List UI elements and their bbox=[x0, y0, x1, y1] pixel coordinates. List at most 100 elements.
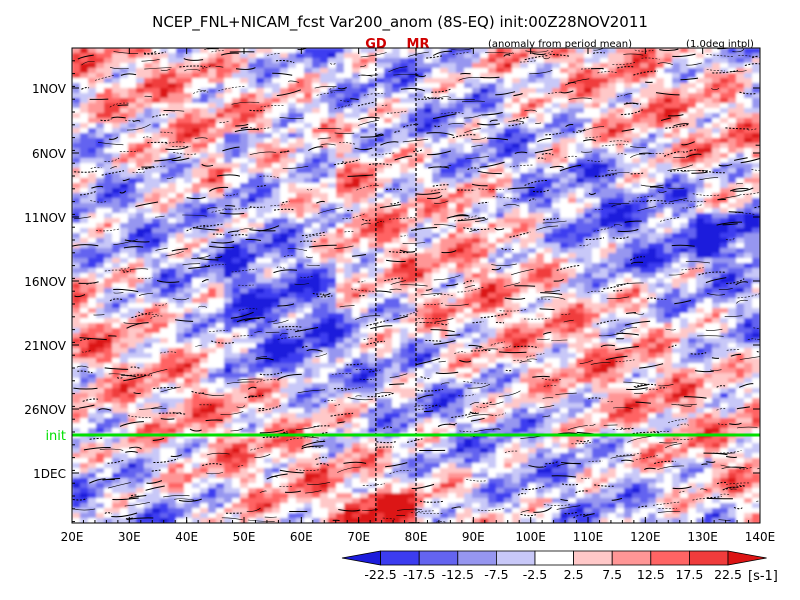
field-cell bbox=[312, 73, 321, 79]
field-cell bbox=[416, 323, 425, 329]
field-cell bbox=[72, 283, 81, 289]
field-cell bbox=[592, 138, 601, 144]
field-cell bbox=[208, 313, 217, 319]
field-cell bbox=[224, 323, 233, 329]
field-cell bbox=[456, 238, 465, 244]
field-cell bbox=[240, 83, 249, 89]
field-cell bbox=[136, 208, 145, 214]
field-cell bbox=[744, 333, 753, 339]
field-cell bbox=[592, 303, 601, 309]
field-cell bbox=[504, 148, 513, 154]
field-cell bbox=[128, 208, 137, 214]
field-cell bbox=[600, 183, 609, 189]
field-cell bbox=[152, 233, 161, 239]
field-cell bbox=[360, 233, 369, 239]
field-cell bbox=[256, 303, 265, 309]
field-cell bbox=[600, 273, 609, 279]
field-cell bbox=[312, 313, 321, 319]
field-cell bbox=[352, 228, 361, 234]
field-cell bbox=[608, 263, 617, 269]
field-cell bbox=[384, 123, 393, 129]
field-cell bbox=[176, 133, 185, 139]
field-cell bbox=[576, 168, 585, 174]
field-cell bbox=[552, 298, 561, 304]
field-cell bbox=[232, 88, 241, 94]
field-cell bbox=[128, 153, 137, 159]
field-cell bbox=[720, 333, 729, 339]
field-cell bbox=[112, 98, 121, 104]
field-cell bbox=[480, 128, 489, 134]
field-cell bbox=[640, 58, 649, 64]
field-cell bbox=[656, 168, 665, 174]
field-cell bbox=[680, 68, 689, 74]
field-cell bbox=[336, 63, 345, 69]
field-cell bbox=[144, 243, 153, 249]
field-cell bbox=[144, 228, 153, 234]
field-cell bbox=[144, 108, 153, 114]
field-cell bbox=[728, 113, 737, 119]
field-cell bbox=[312, 333, 321, 339]
field-cell bbox=[440, 118, 449, 124]
field-cell bbox=[624, 273, 633, 279]
field-cell bbox=[424, 178, 433, 184]
field-cell bbox=[352, 298, 361, 304]
field-cell bbox=[408, 313, 417, 319]
field-cell bbox=[496, 223, 505, 229]
field-cell bbox=[112, 303, 121, 309]
field-cell bbox=[296, 298, 305, 304]
field-cell bbox=[112, 293, 121, 299]
field-cell bbox=[576, 98, 585, 104]
field-cell bbox=[304, 53, 313, 59]
field-cell bbox=[680, 258, 689, 264]
field-cell bbox=[640, 118, 649, 124]
field-cell bbox=[672, 233, 681, 239]
field-cell bbox=[520, 213, 529, 219]
field-cell bbox=[720, 268, 729, 274]
field-cell bbox=[600, 268, 609, 274]
field-cell bbox=[144, 63, 153, 69]
field-cell bbox=[192, 233, 201, 239]
field-cell bbox=[136, 293, 145, 299]
field-cell bbox=[80, 158, 89, 164]
field-cell bbox=[496, 168, 505, 174]
field-cell bbox=[616, 263, 625, 269]
field-cell bbox=[496, 253, 505, 259]
field-cell bbox=[120, 218, 129, 224]
field-cell bbox=[728, 313, 737, 319]
field-cell bbox=[736, 253, 745, 259]
field-cell bbox=[720, 298, 729, 304]
field-cell bbox=[752, 228, 761, 234]
field-cell bbox=[200, 323, 209, 329]
field-cell bbox=[752, 188, 761, 194]
field-cell bbox=[232, 63, 241, 69]
field-cell bbox=[320, 198, 329, 204]
field-cell bbox=[520, 158, 529, 164]
field-cell bbox=[480, 108, 489, 114]
field-cell bbox=[144, 223, 153, 229]
field-cell bbox=[240, 173, 249, 179]
field-cell bbox=[632, 288, 641, 294]
field-cell bbox=[376, 83, 385, 89]
field-cell bbox=[160, 198, 169, 204]
field-cell bbox=[576, 83, 585, 89]
chart-title: NCEP_FNL+NICAM_fcst Var200_anom (8S-EQ) … bbox=[152, 13, 648, 32]
field-cell bbox=[248, 53, 257, 59]
field-cell bbox=[344, 263, 353, 269]
field-cell bbox=[584, 333, 593, 339]
field-cell bbox=[664, 293, 673, 299]
field-cell bbox=[256, 278, 265, 284]
field-cell bbox=[584, 228, 593, 234]
field-cell bbox=[712, 178, 721, 184]
field-cell bbox=[168, 48, 177, 54]
field-cell bbox=[608, 93, 617, 99]
field-cell bbox=[240, 208, 249, 214]
field-cell bbox=[408, 298, 417, 304]
field-cell bbox=[416, 273, 425, 279]
field-cell bbox=[736, 133, 745, 139]
field-cell bbox=[504, 98, 513, 104]
field-cell bbox=[144, 153, 153, 159]
field-cell bbox=[584, 298, 593, 304]
field-cell bbox=[192, 293, 201, 299]
field-cell bbox=[472, 83, 481, 89]
field-cell bbox=[568, 118, 577, 124]
